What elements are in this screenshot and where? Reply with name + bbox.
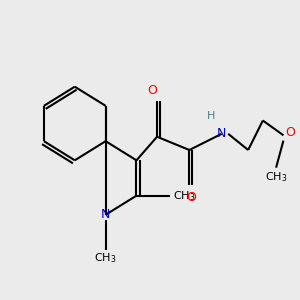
Text: O: O <box>285 126 295 140</box>
Text: CH$_3$: CH$_3$ <box>94 252 117 266</box>
Text: CH$_3$: CH$_3$ <box>265 171 287 184</box>
Text: O: O <box>148 84 158 97</box>
Text: N: N <box>217 127 226 140</box>
Text: O: O <box>186 190 196 204</box>
Text: CH$_3$: CH$_3$ <box>173 189 196 202</box>
Text: N: N <box>101 208 110 221</box>
Text: H: H <box>207 111 216 121</box>
